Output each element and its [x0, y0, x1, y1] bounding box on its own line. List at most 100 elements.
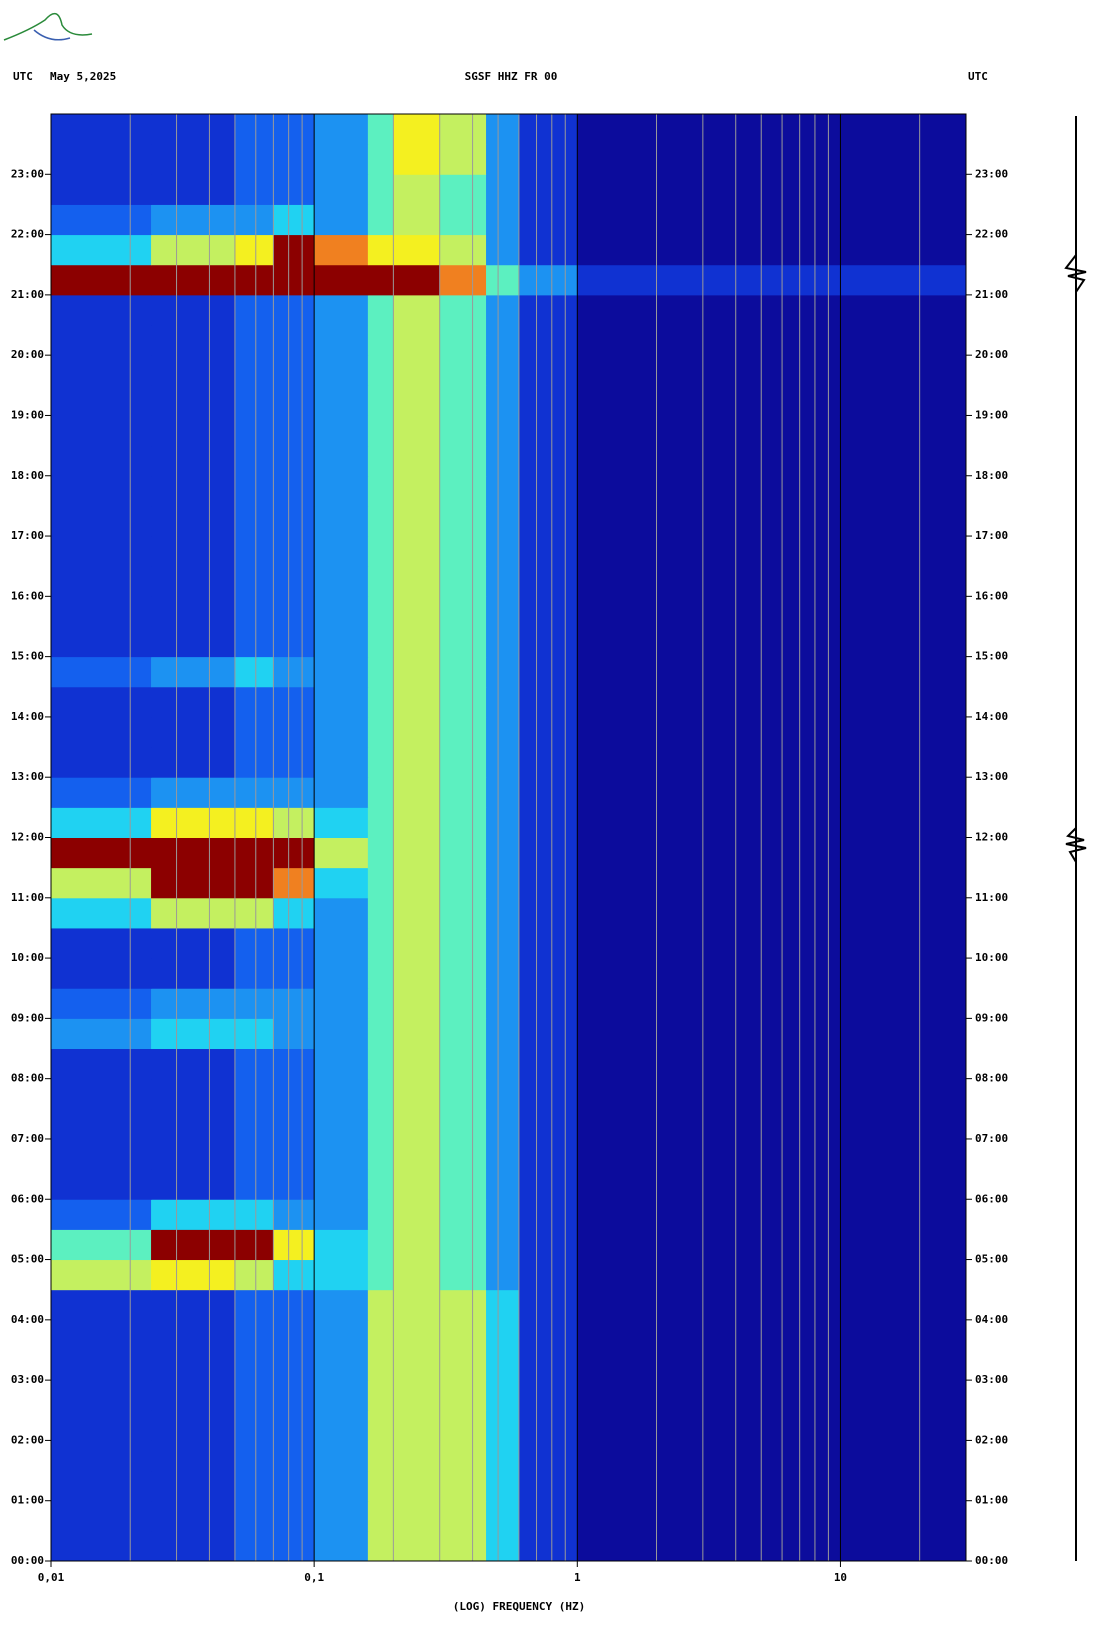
spectrogram-cell: [234, 1138, 274, 1170]
spectrogram-cell: [234, 897, 274, 929]
spectrogram-cell: [273, 536, 315, 567]
spectrogram-cell: [273, 204, 315, 236]
y-tick-label: 04:00: [11, 1313, 44, 1326]
spectrogram-cell: [151, 1229, 236, 1261]
spectrogram-cell: [518, 445, 578, 477]
spectrogram-cell: [151, 1410, 236, 1441]
spectrogram-cell: [51, 1319, 152, 1351]
spectrogram-cell: [518, 1078, 578, 1110]
spectrogram-cell: [234, 777, 274, 808]
spectrogram-cell: [51, 204, 152, 236]
y-tick-label-right: 08:00: [975, 1072, 1008, 1085]
spectrogram-cell: [393, 445, 441, 477]
spectrogram-cell: [314, 927, 369, 959]
y-tick-label-right: 17:00: [975, 529, 1008, 542]
spectrogram-cell: [486, 1319, 520, 1351]
spectrogram-cell: [439, 1530, 487, 1562]
spectrogram-cell: [273, 897, 315, 929]
spectrogram-cell: [51, 897, 152, 929]
spectrogram-cell: [486, 837, 520, 869]
y-tick-label-right: 09:00: [975, 1011, 1008, 1024]
spectrogram-cell: [486, 927, 520, 959]
spectrogram-cell: [234, 204, 274, 236]
y-tick-label: 05:00: [11, 1253, 44, 1266]
spectrogram-cell: [518, 114, 578, 145]
spectrogram-cell: [367, 686, 394, 718]
spectrogram-cell: [393, 867, 441, 899]
spectrogram-cell: [393, 204, 441, 236]
spectrogram-cell: [577, 1470, 967, 1502]
spectrogram-cell: [234, 927, 274, 959]
spectrogram-cell: [439, 1169, 487, 1200]
spectrogram-cell: [273, 1138, 315, 1170]
spectrogram-cell: [367, 1349, 394, 1381]
spectrogram-cell: [393, 234, 441, 266]
spectrogram-cell: [51, 747, 152, 778]
spectrogram-cell: [486, 747, 520, 778]
spectrogram-cell: [439, 1259, 487, 1291]
spectrogram-cell: [486, 867, 520, 899]
spectrogram-cell: [486, 1169, 520, 1200]
spectrogram-cell: [51, 1500, 152, 1532]
spectrogram-cell: [577, 1500, 967, 1532]
spectrogram-cell: [393, 1018, 441, 1050]
spectrogram-cell: [393, 1500, 441, 1532]
spectrogram-cell: [234, 144, 274, 175]
spectrogram-cell: [234, 686, 274, 718]
spectrogram-cell: [314, 114, 369, 145]
spectrogram-cell: [486, 1440, 520, 1472]
spectrogram-cell: [234, 415, 274, 447]
spectrogram-cell: [439, 988, 487, 1019]
spectrogram-cell: [234, 1048, 274, 1080]
spectrogram-cell: [518, 536, 578, 567]
spectrogram-cell: [486, 385, 520, 416]
timezone-left: UTC: [13, 70, 33, 83]
spectrogram-cell: [51, 1440, 152, 1472]
spectrogram-cell: [367, 777, 394, 808]
spectrogram-cell: [577, 1380, 967, 1411]
spectrogram-cell: [151, 656, 236, 688]
spectrogram-cell: [518, 415, 578, 447]
spectrogram-cell: [234, 1108, 274, 1140]
spectrogram-cell: [234, 294, 274, 326]
spectrogram-cell: [367, 1018, 394, 1050]
spectrogram-cell: [577, 505, 967, 537]
spectrogram-cell: [234, 1530, 274, 1562]
spectrogram-cell: [367, 505, 394, 537]
spectrogram-cell: [234, 475, 274, 507]
spectrogram-cell: [367, 325, 394, 356]
spectrogram-cell: [51, 596, 152, 627]
spectrogram-cell: [314, 867, 369, 899]
spectrogram-cell: [518, 505, 578, 537]
spectrogram-cell: [577, 325, 967, 356]
spectrogram-cell: [234, 174, 274, 205]
spectrogram-cell: [486, 1500, 520, 1532]
spectrogram-cell: [439, 475, 487, 507]
spectrogram-cell: [393, 988, 441, 1019]
spectrogram-cell: [518, 566, 578, 597]
y-tick-label: 12:00: [11, 831, 44, 844]
spectrogram-cell: [151, 204, 236, 236]
spectrogram-cell: [577, 988, 967, 1019]
spectrogram-cell: [486, 626, 520, 658]
spectrogram-cell: [518, 837, 578, 869]
spectrogram-cell: [518, 1018, 578, 1050]
spectrogram-cell: [439, 566, 487, 597]
spectrogram-cell: [151, 927, 236, 959]
spectrogram-cell: [439, 1319, 487, 1351]
spectrogram-cell: [439, 445, 487, 477]
spectrogram-cell: [273, 1470, 315, 1502]
spectrogram-cell: [51, 988, 152, 1019]
spectrogram-cell: [486, 114, 520, 145]
spectrogram-cell: [51, 686, 152, 718]
spectrogram-cell: [273, 1169, 315, 1200]
spectrogram-cell: [151, 1078, 236, 1110]
y-tick-label: 21:00: [11, 288, 44, 301]
spectrogram-cell: [151, 174, 236, 205]
spectrogram-cell: [314, 264, 369, 296]
spectrogram-cell: [439, 174, 487, 205]
spectrogram-cell: [273, 837, 315, 869]
spectrogram-cell: [314, 897, 369, 929]
spectrogram-cell: [314, 1349, 369, 1381]
y-tick-label: 09:00: [11, 1011, 44, 1024]
